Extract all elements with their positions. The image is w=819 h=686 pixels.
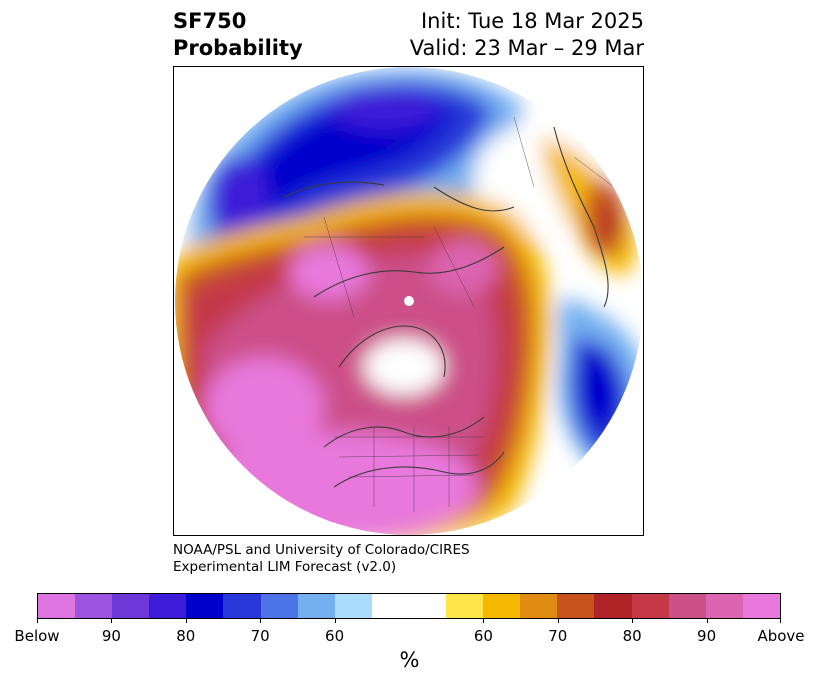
colorbar-tick: [260, 619, 262, 623]
colorbar-segment: [112, 594, 150, 618]
colorbar-segment: [186, 594, 224, 618]
colorbar-segment: [705, 594, 743, 618]
credit-text: NOAA/PSL and University of Colorado/CIRE…: [173, 542, 470, 576]
colorbar-segment: [631, 594, 669, 618]
colorbar-tick: [37, 619, 38, 623]
colorbar-segment: [223, 594, 261, 618]
colorbar-tick-label: 60: [325, 627, 345, 645]
colorbar-tick-label: 90: [101, 627, 121, 645]
product-name: Probability: [173, 36, 303, 60]
probability-field: [175, 67, 643, 535]
colorbar-segment: [483, 594, 521, 618]
colorbar-tick-label: 70: [548, 627, 568, 645]
credit-line-1: NOAA/PSL and University of Colorado/CIRE…: [173, 542, 470, 558]
colorbar-tick: [185, 619, 187, 623]
colorbar-tick-label: Below: [14, 627, 60, 645]
colorbar-tick: [111, 619, 113, 623]
colorbar-tick: [632, 619, 634, 623]
colorbar-tick-label: Above: [757, 627, 805, 645]
polar-map-svg: [175, 67, 643, 535]
colorbar-segment: [297, 594, 335, 618]
colorbar-segment: [38, 594, 76, 618]
colorbar-segment: [75, 594, 113, 618]
colorbar-tick-label: 90: [697, 627, 717, 645]
forecast-dates: Init: Tue 18 Mar 2025 Valid: 23 Mar – 29…: [410, 8, 644, 62]
colorbar-segment: [594, 594, 632, 618]
colorbar-tick: [706, 619, 708, 623]
colorbar-tick-label: 80: [176, 627, 196, 645]
credit-line-2: Experimental LIM Forecast (v2.0): [173, 559, 397, 575]
colorbar-segment: [557, 594, 595, 618]
colorbar-tick-label: 70: [250, 627, 270, 645]
colorbar-segment: [260, 594, 298, 618]
colorbar-segment: [668, 594, 706, 618]
colorbar-segment: [371, 594, 409, 618]
colorbar-segment: [446, 594, 484, 618]
colorbar-segment: [149, 594, 187, 618]
colorbar-segment: [408, 594, 447, 618]
map-title: SF750 Probability: [173, 8, 303, 62]
colorbar-tick: [483, 619, 485, 623]
colorbar-ticks: Below 90 80 70 60 60 70 80 90 Above: [14, 619, 805, 645]
colorbar-unit: %: [399, 648, 420, 672]
colorbar-tick: [780, 619, 781, 623]
forecast-map: [173, 66, 644, 536]
colorbar-segment: [334, 594, 372, 618]
colorbar-tick: [334, 619, 336, 623]
colorbar: [37, 593, 781, 619]
coastlines: [283, 126, 609, 488]
north-pole-marker: [404, 296, 414, 306]
init-date: Init: Tue 18 Mar 2025: [420, 9, 644, 33]
valid-dates: Valid: 23 Mar – 29 Mar: [409, 36, 644, 60]
colorbar-segment: [520, 594, 558, 618]
colorbar-segment: [742, 594, 780, 618]
colorbar-tick-label: 60: [473, 627, 493, 645]
colorbar-tick: [557, 619, 559, 623]
colorbar-tick-label: 80: [622, 627, 642, 645]
borders: [304, 116, 615, 512]
variable-name: SF750: [173, 9, 247, 33]
